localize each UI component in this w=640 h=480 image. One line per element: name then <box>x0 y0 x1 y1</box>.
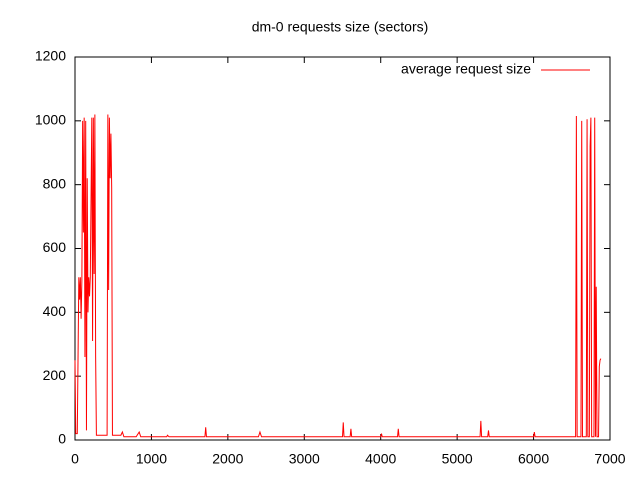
y-tick-label: 400 <box>43 303 67 319</box>
y-tick-label: 800 <box>43 175 67 191</box>
x-tick-label: 6000 <box>518 451 549 467</box>
y-tick-label: 200 <box>43 367 67 383</box>
y-tick-label: 1000 <box>35 112 66 128</box>
x-tick-label: 0 <box>71 451 79 467</box>
x-tick-label: 2000 <box>212 451 243 467</box>
x-tick-label: 5000 <box>442 451 473 467</box>
legend-label: average request size <box>401 61 531 77</box>
x-tick-label: 7000 <box>594 451 625 467</box>
data-line <box>74 114 602 438</box>
chart-title: dm-0 requests size (sectors) <box>252 19 429 35</box>
y-tick-label: 0 <box>58 431 66 447</box>
y-tick-label: 1200 <box>35 48 66 64</box>
x-tick-label: 3000 <box>289 451 320 467</box>
y-tick-label: 600 <box>43 239 67 255</box>
x-tick-label: 4000 <box>365 451 396 467</box>
x-tick-label: 1000 <box>136 451 167 467</box>
